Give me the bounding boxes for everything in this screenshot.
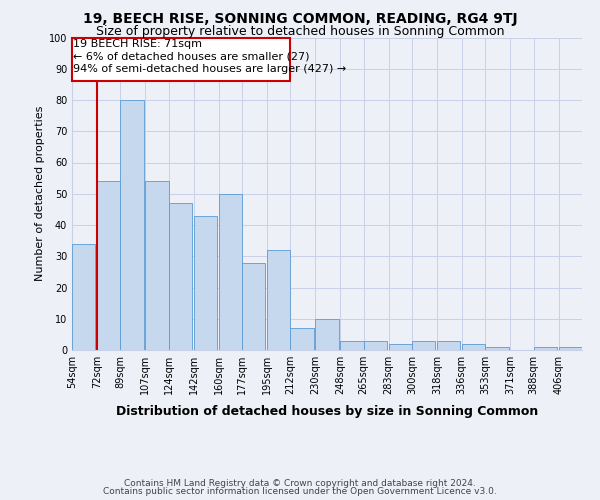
Bar — [559, 347, 582, 350]
Bar — [267, 250, 290, 350]
Text: 94% of semi-detached houses are larger (427) →: 94% of semi-detached houses are larger (… — [73, 64, 347, 74]
Bar — [462, 344, 485, 350]
X-axis label: Distribution of detached houses by size in Sonning Common: Distribution of detached houses by size … — [116, 406, 538, 418]
Text: 19 BEECH RISE: 71sqm: 19 BEECH RISE: 71sqm — [73, 39, 202, 49]
Text: Size of property relative to detached houses in Sonning Common: Size of property relative to detached ho… — [96, 25, 504, 38]
Bar — [97, 181, 121, 350]
Text: Contains public sector information licensed under the Open Government Licence v3: Contains public sector information licen… — [103, 487, 497, 496]
Bar — [218, 194, 242, 350]
Bar — [533, 347, 557, 350]
Bar — [169, 203, 192, 350]
Bar — [290, 328, 314, 350]
Bar — [364, 340, 387, 350]
Bar — [242, 262, 265, 350]
Bar — [145, 181, 169, 350]
Y-axis label: Number of detached properties: Number of detached properties — [35, 106, 44, 282]
Bar — [72, 244, 95, 350]
Bar — [412, 340, 436, 350]
Bar — [194, 216, 217, 350]
Bar — [340, 340, 364, 350]
Text: ← 6% of detached houses are smaller (27): ← 6% of detached houses are smaller (27) — [73, 52, 310, 62]
Text: 19, BEECH RISE, SONNING COMMON, READING, RG4 9TJ: 19, BEECH RISE, SONNING COMMON, READING,… — [83, 12, 517, 26]
Bar — [389, 344, 412, 350]
FancyBboxPatch shape — [72, 38, 290, 81]
Bar — [315, 319, 339, 350]
Text: Contains HM Land Registry data © Crown copyright and database right 2024.: Contains HM Land Registry data © Crown c… — [124, 478, 476, 488]
Bar — [437, 340, 460, 350]
Bar — [121, 100, 144, 350]
Bar — [485, 347, 509, 350]
